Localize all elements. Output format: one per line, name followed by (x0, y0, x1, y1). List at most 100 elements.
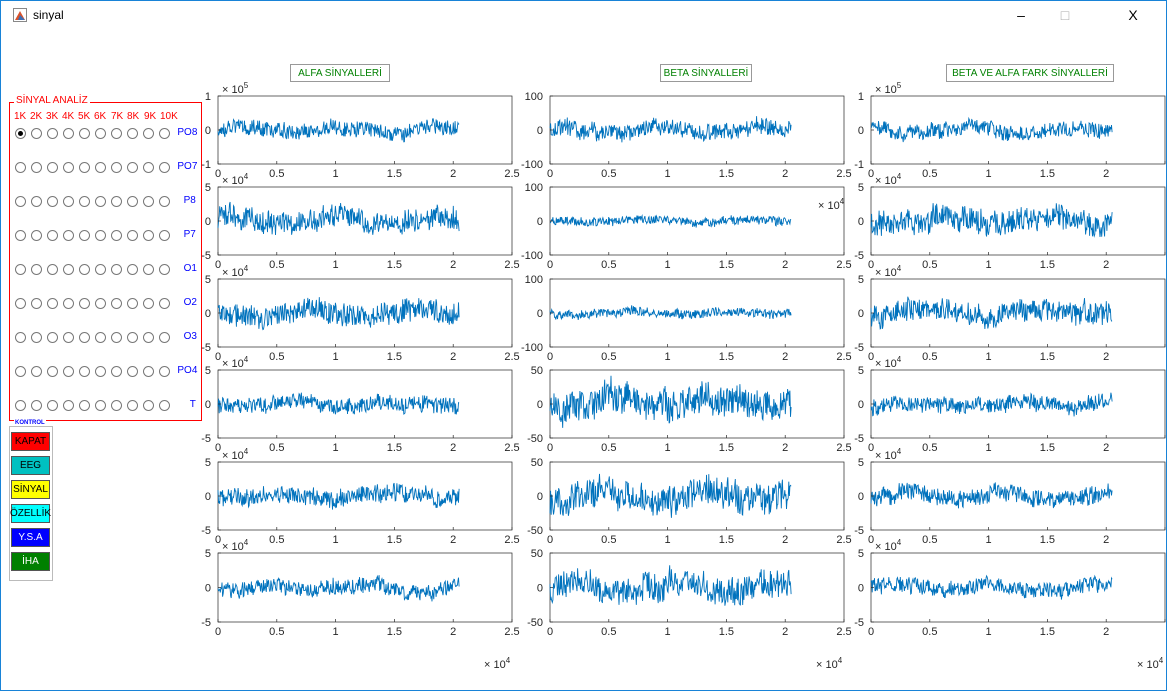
radio-po7-4k[interactable] (63, 162, 74, 173)
radio-p8-9k[interactable] (143, 196, 154, 207)
close-button[interactable]: X (1128, 7, 1138, 23)
kontrol-button-kapat[interactable]: KAPAT (11, 432, 50, 451)
radio-p8-5k[interactable] (79, 196, 90, 207)
radio-o1-2k[interactable] (31, 264, 42, 275)
kontrol-button-ysa[interactable]: Y.S.A (11, 528, 50, 547)
radio-p7-1k[interactable] (15, 230, 26, 241)
radio-o1-5k[interactable] (79, 264, 90, 275)
radio-po4-6k[interactable] (95, 366, 106, 377)
radio-po4-1k[interactable] (15, 366, 26, 377)
kontrol-button-sinyal[interactable]: SİNYAL (11, 480, 50, 499)
radio-p8-2k[interactable] (31, 196, 42, 207)
radio-p7-3k[interactable] (47, 230, 58, 241)
radio-po8-10k[interactable] (159, 128, 170, 139)
radio-po4-4k[interactable] (63, 366, 74, 377)
radio-po7-8k[interactable] (127, 162, 138, 173)
radio-p7-9k[interactable] (143, 230, 154, 241)
radio-po7-5k[interactable] (79, 162, 90, 173)
radio-p7-7k[interactable] (111, 230, 122, 241)
radio-t-7k[interactable] (111, 400, 122, 411)
radio-t-3k[interactable] (47, 400, 58, 411)
radio-t-4k[interactable] (63, 400, 74, 411)
radio-o1-1k[interactable] (15, 264, 26, 275)
radio-o1-9k[interactable] (143, 264, 154, 275)
radio-p7-2k[interactable] (31, 230, 42, 241)
radio-p8-1k[interactable] (15, 196, 26, 207)
radio-po8-8k[interactable] (127, 128, 138, 139)
minimize-button[interactable]: – (1017, 7, 1025, 23)
radio-o3-5k[interactable] (79, 332, 90, 343)
radio-po4-10k[interactable] (159, 366, 170, 377)
radio-po4-2k[interactable] (31, 366, 42, 377)
radio-o1-3k[interactable] (47, 264, 58, 275)
radio-p7-6k[interactable] (95, 230, 106, 241)
radio-po4-9k[interactable] (143, 366, 154, 377)
radio-po8-2k[interactable] (31, 128, 42, 139)
radio-p7-5k[interactable] (79, 230, 90, 241)
radio-po7-9k[interactable] (143, 162, 154, 173)
radio-po4-3k[interactable] (47, 366, 58, 377)
radio-t-8k[interactable] (127, 400, 138, 411)
radio-t-2k[interactable] (31, 400, 42, 411)
radio-po7-6k[interactable] (95, 162, 106, 173)
radio-o2-3k[interactable] (47, 298, 58, 309)
radio-o2-5k[interactable] (79, 298, 90, 309)
radio-o2-2k[interactable] (31, 298, 42, 309)
radio-o2-8k[interactable] (127, 298, 138, 309)
radio-o3-6k[interactable] (95, 332, 106, 343)
radio-p8-4k[interactable] (63, 196, 74, 207)
radio-p7-8k[interactable] (127, 230, 138, 241)
radio-po8-7k[interactable] (111, 128, 122, 139)
radio-po7-1k[interactable] (15, 162, 26, 173)
radio-p7-4k[interactable] (63, 230, 74, 241)
radio-po8-9k[interactable] (143, 128, 154, 139)
radio-p8-8k[interactable] (127, 196, 138, 207)
radio-o1-6k[interactable] (95, 264, 106, 275)
radio-o2-10k[interactable] (159, 298, 170, 309)
radio-o3-3k[interactable] (47, 332, 58, 343)
radio-o3-1k[interactable] (15, 332, 26, 343)
radio-po7-2k[interactable] (31, 162, 42, 173)
kontrol-button-eeg[interactable]: EEG (11, 456, 50, 475)
radio-o3-8k[interactable] (127, 332, 138, 343)
radio-po4-7k[interactable] (111, 366, 122, 377)
maximize-button[interactable]: □ (1060, 7, 1070, 23)
radio-o3-7k[interactable] (111, 332, 122, 343)
kontrol-button-zellik[interactable]: ÖZELLİK (10, 504, 51, 523)
radio-p8-6k[interactable] (95, 196, 106, 207)
radio-o3-9k[interactable] (143, 332, 154, 343)
radio-o1-7k[interactable] (111, 264, 122, 275)
radio-p7-10k[interactable] (159, 230, 170, 241)
radio-t-1k[interactable] (15, 400, 26, 411)
radio-po8-3k[interactable] (47, 128, 58, 139)
radio-o2-1k[interactable] (15, 298, 26, 309)
radio-o1-10k[interactable] (159, 264, 170, 275)
kontrol-button-iha[interactable]: İHA (11, 552, 50, 571)
radio-o3-10k[interactable] (159, 332, 170, 343)
radio-po8-5k[interactable] (79, 128, 90, 139)
radio-po7-7k[interactable] (111, 162, 122, 173)
radio-o3-2k[interactable] (31, 332, 42, 343)
radio-po8-1k[interactable] (15, 128, 26, 139)
radio-t-6k[interactable] (95, 400, 106, 411)
radio-po7-3k[interactable] (47, 162, 58, 173)
radio-o2-6k[interactable] (95, 298, 106, 309)
radio-po7-10k[interactable] (159, 162, 170, 173)
radio-t-9k[interactable] (143, 400, 154, 411)
radio-p8-3k[interactable] (47, 196, 58, 207)
radio-p8-10k[interactable] (159, 196, 170, 207)
radio-o2-7k[interactable] (111, 298, 122, 309)
radio-o2-9k[interactable] (143, 298, 154, 309)
radio-o1-4k[interactable] (63, 264, 74, 275)
radio-p8-7k[interactable] (111, 196, 122, 207)
radio-o1-8k[interactable] (127, 264, 138, 275)
radio-po8-6k[interactable] (95, 128, 106, 139)
radio-t-10k[interactable] (159, 400, 170, 411)
radio-po4-8k[interactable] (127, 366, 138, 377)
radio-po8-4k[interactable] (63, 128, 74, 139)
radio-o3-4k[interactable] (63, 332, 74, 343)
title-bar[interactable]: sinyal – □ X (1, 1, 1166, 29)
radio-po4-5k[interactable] (79, 366, 90, 377)
radio-o2-4k[interactable] (63, 298, 74, 309)
radio-t-5k[interactable] (79, 400, 90, 411)
